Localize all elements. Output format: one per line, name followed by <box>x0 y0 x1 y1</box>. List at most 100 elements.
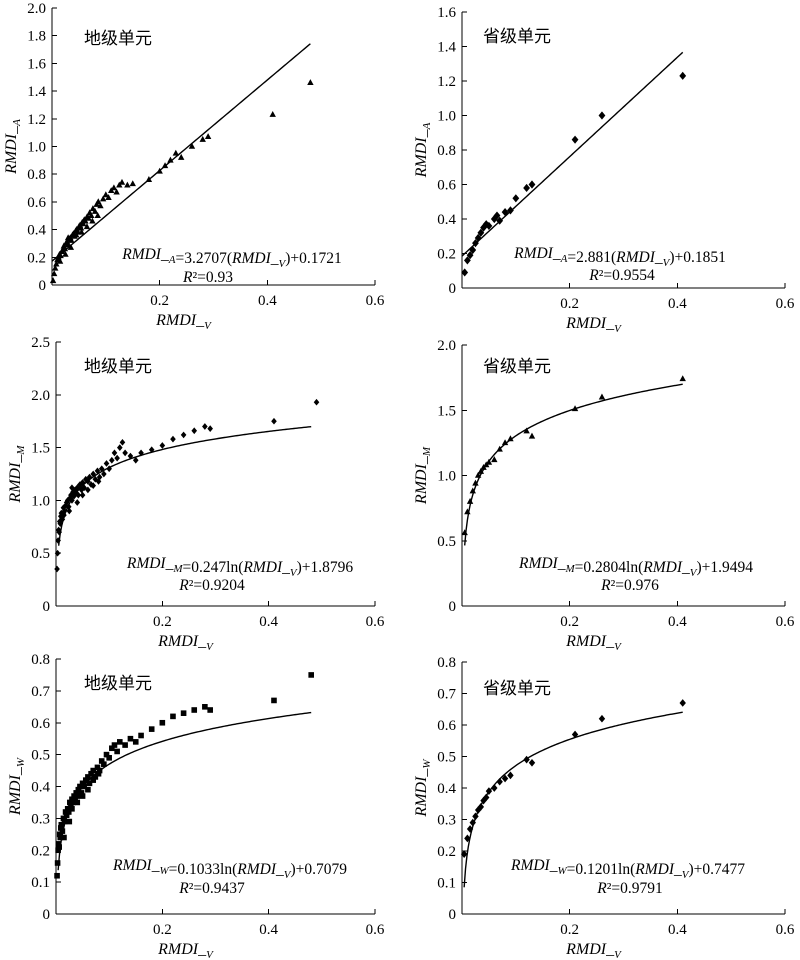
data-point <box>124 181 131 188</box>
x-tick-label: 0.2 <box>560 296 579 312</box>
data-point <box>64 234 72 241</box>
data-point <box>571 405 579 412</box>
x-tick-label: 0.4 <box>668 922 687 938</box>
data-point <box>199 135 206 142</box>
data-point <box>54 565 60 573</box>
data-point <box>72 796 78 803</box>
data-point <box>472 812 479 821</box>
x-tick-label: 0.2 <box>153 614 172 630</box>
data-point <box>528 180 536 189</box>
data-point <box>464 508 471 515</box>
data-point <box>114 748 120 755</box>
data-point <box>94 467 101 475</box>
data-point <box>109 456 115 464</box>
x-tick-label: 0.6 <box>776 922 795 938</box>
data-point <box>491 784 498 792</box>
y-tick-label: 0.5 <box>31 546 50 562</box>
y-tick-label: 0.6 <box>27 195 46 211</box>
y-tick-label: 0.8 <box>31 652 50 668</box>
y-tick-label: 0.7 <box>437 687 456 703</box>
y-tick-label: 0.5 <box>437 534 456 550</box>
fit-equation: RMDI_W=0.1201ln(RMDI_V)+0.7477 <box>510 857 745 881</box>
y-axis-title: RMDI_M <box>7 445 27 504</box>
data-point <box>485 458 493 465</box>
data-point <box>79 793 86 799</box>
data-point <box>122 449 128 457</box>
data-point <box>69 806 75 812</box>
fit-curve <box>463 711 683 888</box>
data-point <box>83 223 91 230</box>
data-point <box>528 432 536 439</box>
y-tick-label: 0 <box>43 599 51 615</box>
x-axis-title: RMDI_V <box>157 941 214 960</box>
data-point <box>127 735 134 742</box>
y-tick-label: 1.6 <box>437 5 456 21</box>
data-point <box>73 790 80 796</box>
data-point <box>148 446 155 454</box>
data-point <box>56 831 63 838</box>
data-point <box>191 427 198 435</box>
data-point <box>50 270 58 277</box>
data-point <box>61 507 68 515</box>
data-point <box>477 228 485 237</box>
data-point <box>493 211 501 220</box>
data-point <box>92 475 99 483</box>
data-point <box>77 783 83 790</box>
data-point <box>109 745 115 752</box>
x-axis-title: RMDI_V <box>565 315 622 335</box>
x-tick-label: 0.4 <box>258 293 277 309</box>
y-tick-label: 1.0 <box>27 140 46 156</box>
data-point <box>207 425 213 432</box>
data-point <box>118 178 126 185</box>
data-point <box>103 460 110 467</box>
y-tick-label: 0 <box>43 907 51 923</box>
y-tick-label: 0.7 <box>31 684 50 700</box>
y-tick-label: 0.4 <box>27 223 46 239</box>
data-point <box>469 487 476 494</box>
data-point <box>55 841 62 847</box>
y-tick-label: 1.5 <box>31 441 50 457</box>
x-tick-label: 0.4 <box>668 614 687 630</box>
data-point <box>90 777 97 783</box>
data-point <box>461 529 468 536</box>
data-point <box>571 135 579 144</box>
data-point <box>679 375 686 382</box>
x-tick-label: 0.6 <box>776 296 795 312</box>
x-tick-label: 0.6 <box>366 614 385 630</box>
y-tick-label: 0.2 <box>31 843 50 859</box>
y-axis-title: RMDI_M <box>413 446 433 505</box>
y-tick-label: 0 <box>39 278 47 294</box>
x-axis-title: RMDI_V <box>157 633 214 653</box>
data-point <box>145 176 153 182</box>
data-point <box>88 212 95 218</box>
data-point <box>103 751 110 758</box>
data-point <box>464 834 471 843</box>
data-point <box>82 777 89 783</box>
data-point <box>469 245 477 255</box>
data-point <box>122 742 128 748</box>
data-point <box>111 449 118 457</box>
data-point <box>95 478 102 485</box>
data-point <box>74 793 81 799</box>
data-point <box>485 787 493 795</box>
data-point <box>598 111 606 120</box>
x-tick-label: 0.4 <box>668 296 687 312</box>
y-tick-label: 0.3 <box>31 811 50 827</box>
data-point <box>62 250 69 257</box>
data-point <box>480 223 487 232</box>
r-squared: R²=0.9554 <box>588 267 655 284</box>
data-point <box>466 497 474 504</box>
y-tick-label: 0.6 <box>437 178 456 194</box>
data-point <box>69 497 75 504</box>
x-tick-label: 0.6 <box>366 293 385 309</box>
y-tick-label: 0.4 <box>31 780 50 796</box>
data-point <box>57 834 64 841</box>
panel-prefecture-w: 0 0.1 0.2 0.3 0.4 0.5 0.6 0.7 0.8 0.2 0.4 0.6 RMDI_V… <box>7 652 385 960</box>
data-point <box>507 206 514 215</box>
panel-title: 省级单元 <box>483 679 551 699</box>
y-tick-label: 1.5 <box>437 403 456 419</box>
data-point <box>57 252 64 259</box>
data-point <box>117 444 123 451</box>
data-point <box>55 847 61 854</box>
